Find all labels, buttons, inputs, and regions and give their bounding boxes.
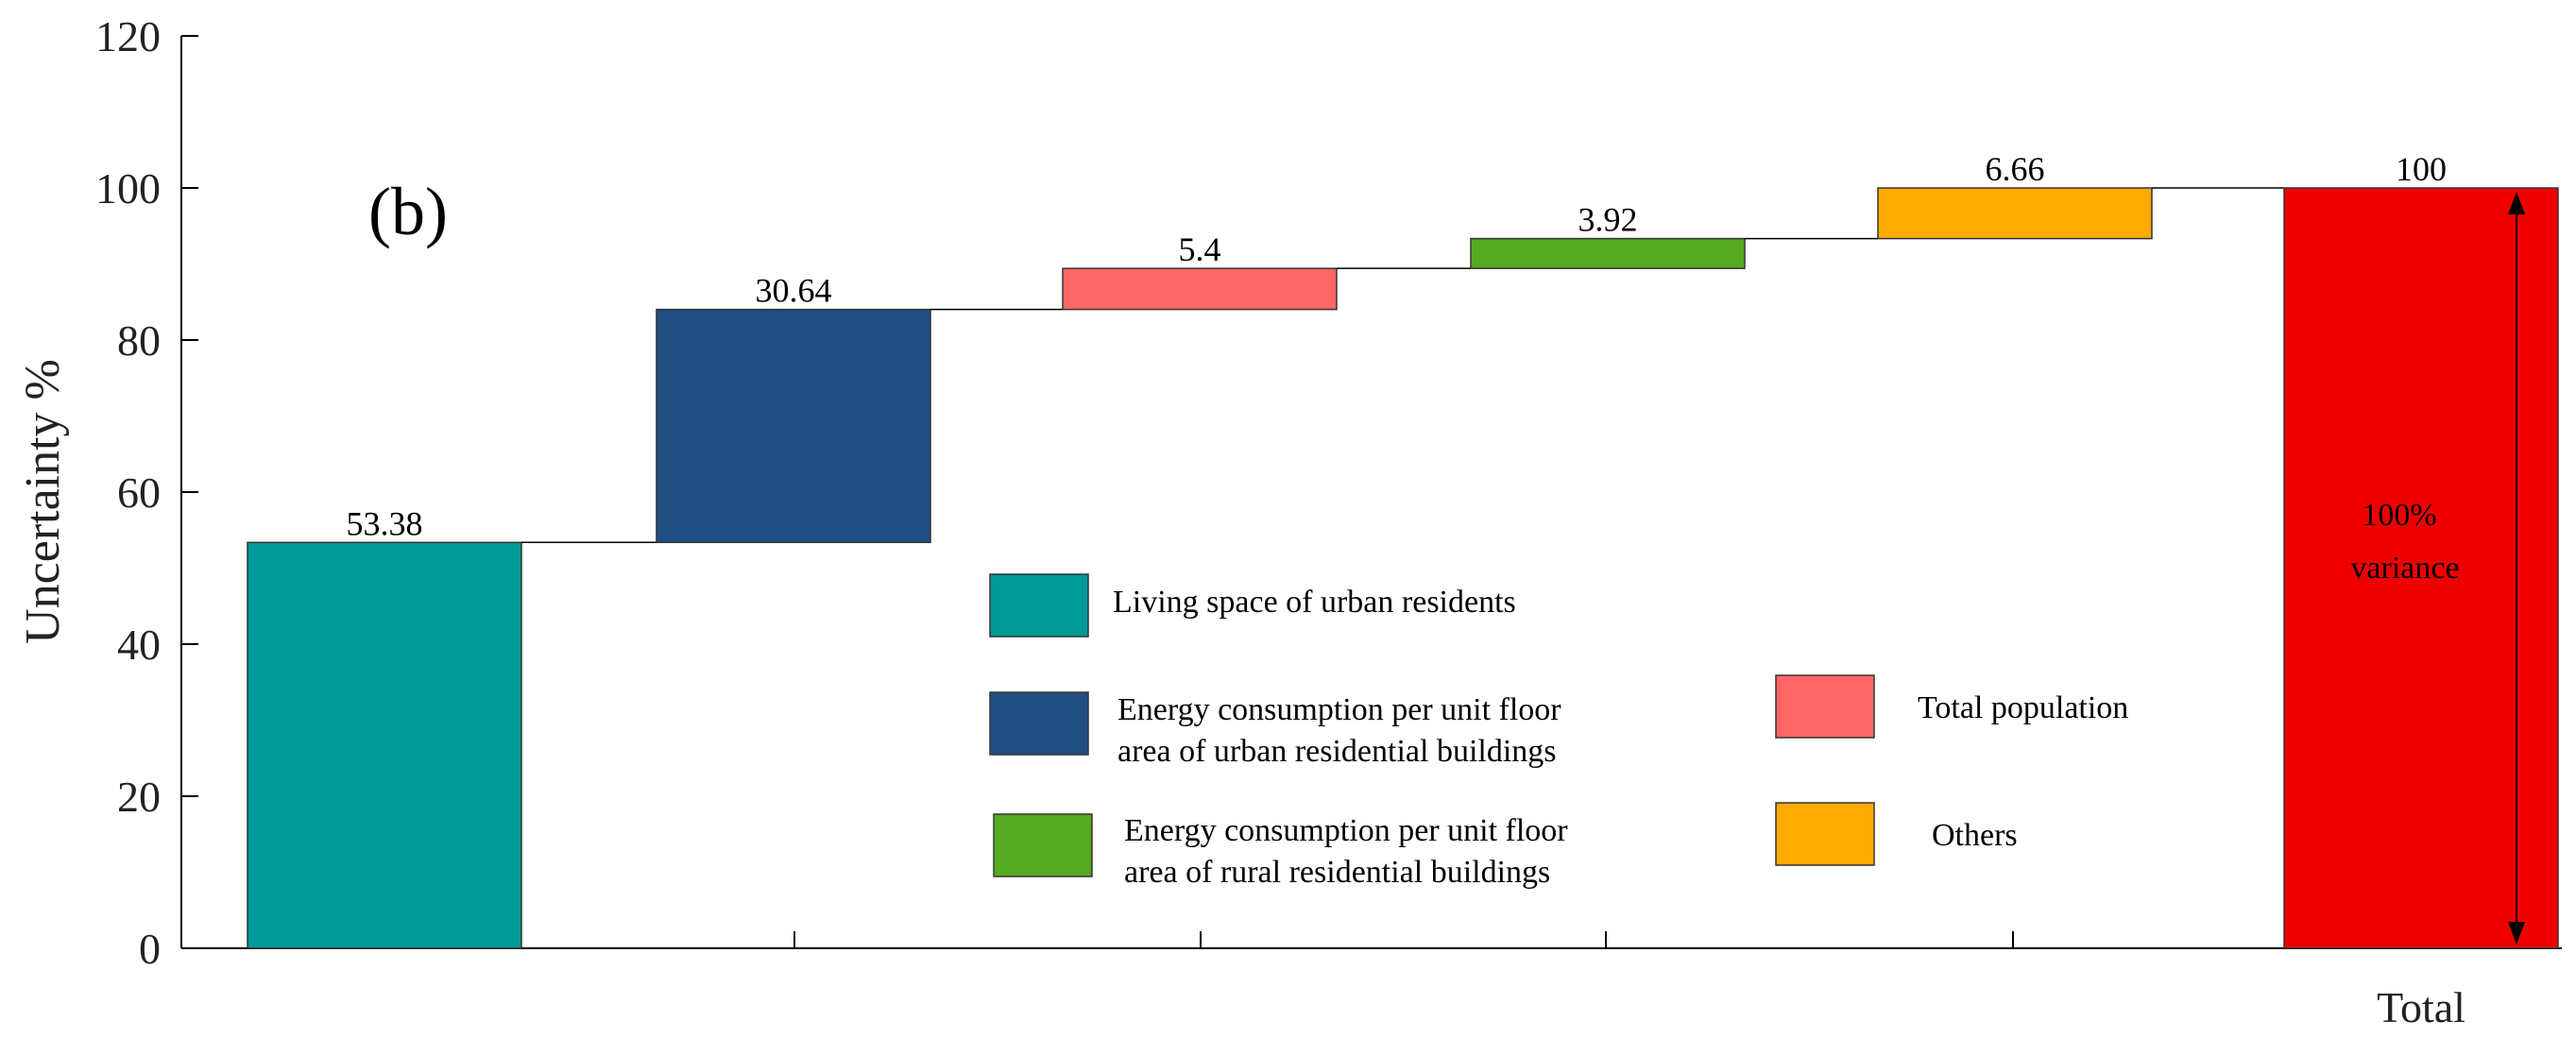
legend-swatch [993, 813, 1093, 877]
data-label: 53.38 [347, 504, 423, 542]
data-label: 5.4 [1179, 230, 1221, 268]
variance-arrow-head-down [2508, 922, 2525, 944]
legend-swatch [989, 691, 1089, 756]
variance-annotation-line-1: 100% [2362, 498, 2436, 533]
legend-label: area of urban residential buildings [1117, 734, 1557, 769]
data-label: 30.64 [756, 272, 832, 310]
panel-label: (b) [368, 174, 448, 249]
legend-swatch [1775, 802, 1875, 866]
legend-label: Others [1932, 818, 2018, 853]
legend-label: Energy consumption per unit floor [1117, 692, 1561, 727]
bar-2 [656, 308, 931, 544]
y-tick-label: 80 [117, 316, 161, 365]
y-tick-label: 40 [117, 621, 161, 669]
bar-5 [1877, 187, 2153, 240]
legend-label: Energy consumption per unit floor [1124, 813, 1568, 848]
data-label: 3.92 [1578, 201, 1638, 239]
x-category-total: Total [2377, 983, 2465, 1031]
axes-group: 0 20 40 60 80 100 120 Uncertainty % (b) Total [16, 12, 2562, 1031]
bar-total [2283, 187, 2559, 949]
bars-group [247, 187, 2559, 949]
bar-1 [247, 541, 522, 949]
data-labels-group: 53.38 30.64 5.4 3.92 6.66 100 100% variance [347, 150, 2460, 586]
data-label-total: 100 [2396, 150, 2447, 188]
y-tick-label: 120 [95, 12, 161, 60]
legend: Living space of urban residents Energy co… [989, 573, 2128, 890]
legend-label: area of rural residential buildings [1124, 855, 1550, 890]
y-tick-label: 0 [139, 925, 161, 973]
legend-label: Living space of urban residents [1113, 585, 1516, 620]
data-label: 6.66 [1986, 150, 2045, 188]
y-axis-title: Uncertainty % [16, 359, 70, 644]
variance-arrow-head-up [2508, 192, 2525, 214]
bar-4 [1470, 237, 1746, 269]
bar-3 [1062, 267, 1338, 311]
variance-annotation-line-2: variance [2350, 551, 2459, 586]
legend-label: Total population [1918, 690, 2128, 725]
y-tick-label: 20 [117, 773, 161, 821]
y-tick-label: 60 [117, 468, 161, 517]
legend-swatch [989, 573, 1089, 638]
y-tick-label: 100 [95, 164, 161, 213]
legend-swatch [1775, 674, 1875, 739]
